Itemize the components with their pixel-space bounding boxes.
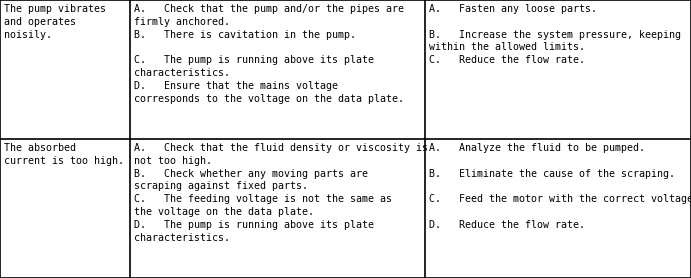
Text: The absorbed
current is too high.: The absorbed current is too high. — [4, 143, 124, 166]
Text: A.   Analyze the fluid to be pumped.

B.   Eliminate the cause of the scraping.
: A. Analyze the fluid to be pumped. B. El… — [429, 143, 691, 230]
Text: A.   Fasten any loose parts.

B.   Increase the system pressure, keeping
within : A. Fasten any loose parts. B. Increase t… — [429, 4, 681, 65]
Text: A.   Check that the pump and/or the pipes are
firmly anchored.
B.   There is cav: A. Check that the pump and/or the pipes … — [134, 4, 404, 104]
Text: A.   Check that the fluid density or viscosity is
not too high.
B.   Check wheth: A. Check that the fluid density or visco… — [134, 143, 428, 243]
Text: The pump vibrates
and operates
noisily.: The pump vibrates and operates noisily. — [4, 4, 106, 39]
